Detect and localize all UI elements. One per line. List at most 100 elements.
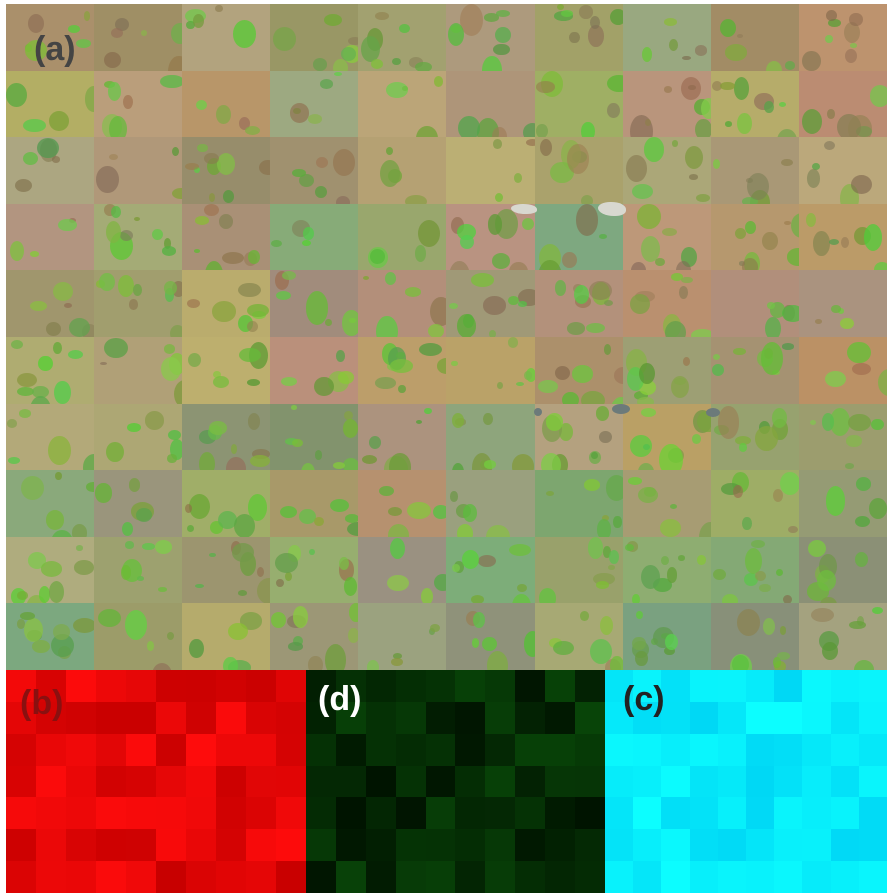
- mosaic-tile: [798, 203, 887, 271]
- mosaic-tile: [446, 470, 535, 537]
- mosaic-tile: [534, 4, 623, 71]
- channel-tile: [515, 765, 546, 798]
- channel-tile: [156, 733, 186, 766]
- channel-tile: [66, 670, 96, 702]
- mosaic-tile: [622, 336, 711, 404]
- mosaic-tile: [622, 137, 711, 204]
- channel-tile: [746, 701, 775, 734]
- channel-tile: [545, 701, 576, 734]
- channel-tile: [66, 829, 96, 862]
- channel-tile: [830, 733, 859, 766]
- mosaic-tile: [94, 137, 183, 204]
- channel-tile: [830, 701, 859, 734]
- mosaic-tile: [182, 603, 271, 670]
- channel-tile: [455, 861, 486, 893]
- channel-tile: [6, 829, 36, 862]
- channel-tile: [216, 701, 246, 734]
- channel-tile: [186, 861, 216, 893]
- channel-tile: [661, 861, 690, 893]
- channel-tile: [365, 670, 396, 702]
- channel-tile: [216, 765, 246, 798]
- channel-tile: [830, 670, 859, 702]
- mosaic-tile: [182, 137, 271, 204]
- channel-tile: [774, 797, 803, 830]
- channel-tile: [802, 829, 831, 862]
- channel-tile: [746, 861, 775, 893]
- channel-tile: [545, 765, 576, 798]
- channel-tile: [306, 797, 336, 830]
- mosaic-tile: [710, 603, 799, 670]
- channel-tile: [485, 765, 516, 798]
- channel-tile: [425, 701, 456, 734]
- channel-tile: [774, 861, 803, 893]
- channel-tile: [830, 797, 859, 830]
- channel-tile: [6, 765, 36, 798]
- channel-tile: [455, 797, 486, 830]
- channel-tile: [66, 861, 96, 893]
- aerial-mosaic-grid: [6, 4, 887, 670]
- channel-tile: [216, 861, 246, 893]
- channel-tile: [156, 829, 186, 862]
- shoe: [534, 408, 542, 416]
- mosaic-tile: [94, 470, 183, 537]
- mosaic-tile: [622, 270, 711, 337]
- channel-tile: [306, 765, 336, 798]
- mosaic-tile: [6, 536, 95, 604]
- channel-tile: [802, 861, 831, 893]
- mosaic-tile: [358, 403, 447, 471]
- channel-tile: [276, 670, 306, 702]
- mosaic-tile: [622, 70, 711, 138]
- mosaic-tile: [710, 403, 799, 471]
- channel-tile: [717, 701, 746, 734]
- channel-tile: [156, 861, 186, 893]
- channel-tile: [276, 701, 306, 734]
- mosaic-tile: [182, 336, 271, 404]
- channel-tile: [774, 701, 803, 734]
- channel-tile: [365, 765, 396, 798]
- channel-tile: [830, 829, 859, 862]
- mosaic-tile: [358, 203, 447, 271]
- channel-tile: [633, 829, 662, 862]
- mosaic-tile: [270, 536, 359, 604]
- channel-tile: [575, 670, 605, 702]
- channel-tile: [802, 765, 831, 798]
- channel-tile: [425, 861, 456, 893]
- mosaic-tile: [798, 336, 887, 404]
- mosaic-tile: [182, 536, 271, 604]
- channel-tile: [515, 670, 546, 702]
- panel-b-red-channel: (b): [6, 670, 306, 893]
- mosaic-tile: [6, 4, 95, 71]
- channel-tile: [36, 733, 66, 766]
- mosaic-tile: [182, 70, 271, 138]
- channel-tile: [126, 733, 156, 766]
- channel-tile: [395, 797, 426, 830]
- mosaic-tile: [94, 336, 183, 404]
- panel-c-blue-channel: (c): [605, 670, 887, 893]
- channel-tile: [6, 701, 36, 734]
- channel-tile: [276, 733, 306, 766]
- blue-channel-grid: [605, 670, 887, 893]
- channel-tile: [126, 765, 156, 798]
- mosaic-tile: [6, 137, 95, 204]
- channel-tile: [689, 797, 718, 830]
- mosaic-tile: [446, 4, 535, 71]
- channel-tile: [575, 861, 605, 893]
- channel-tile: [545, 861, 576, 893]
- channel-tile: [96, 829, 126, 862]
- channel-tile: [335, 733, 366, 766]
- channel-tile: [515, 861, 546, 893]
- channel-tile: [545, 829, 576, 862]
- channel-tile: [515, 701, 546, 734]
- mosaic-tile: [798, 403, 887, 471]
- mosaic-tile: [6, 403, 95, 471]
- channel-tile: [306, 701, 336, 734]
- channel-tile: [6, 797, 36, 830]
- channel-tile: [802, 670, 831, 702]
- channel-tile: [276, 861, 306, 893]
- mosaic-tile: [622, 536, 711, 604]
- mosaic-tile: [358, 470, 447, 537]
- channel-tile: [246, 765, 276, 798]
- channel-tile: [485, 701, 516, 734]
- channel-tile: [455, 701, 486, 734]
- mosaic-tile: [710, 270, 799, 337]
